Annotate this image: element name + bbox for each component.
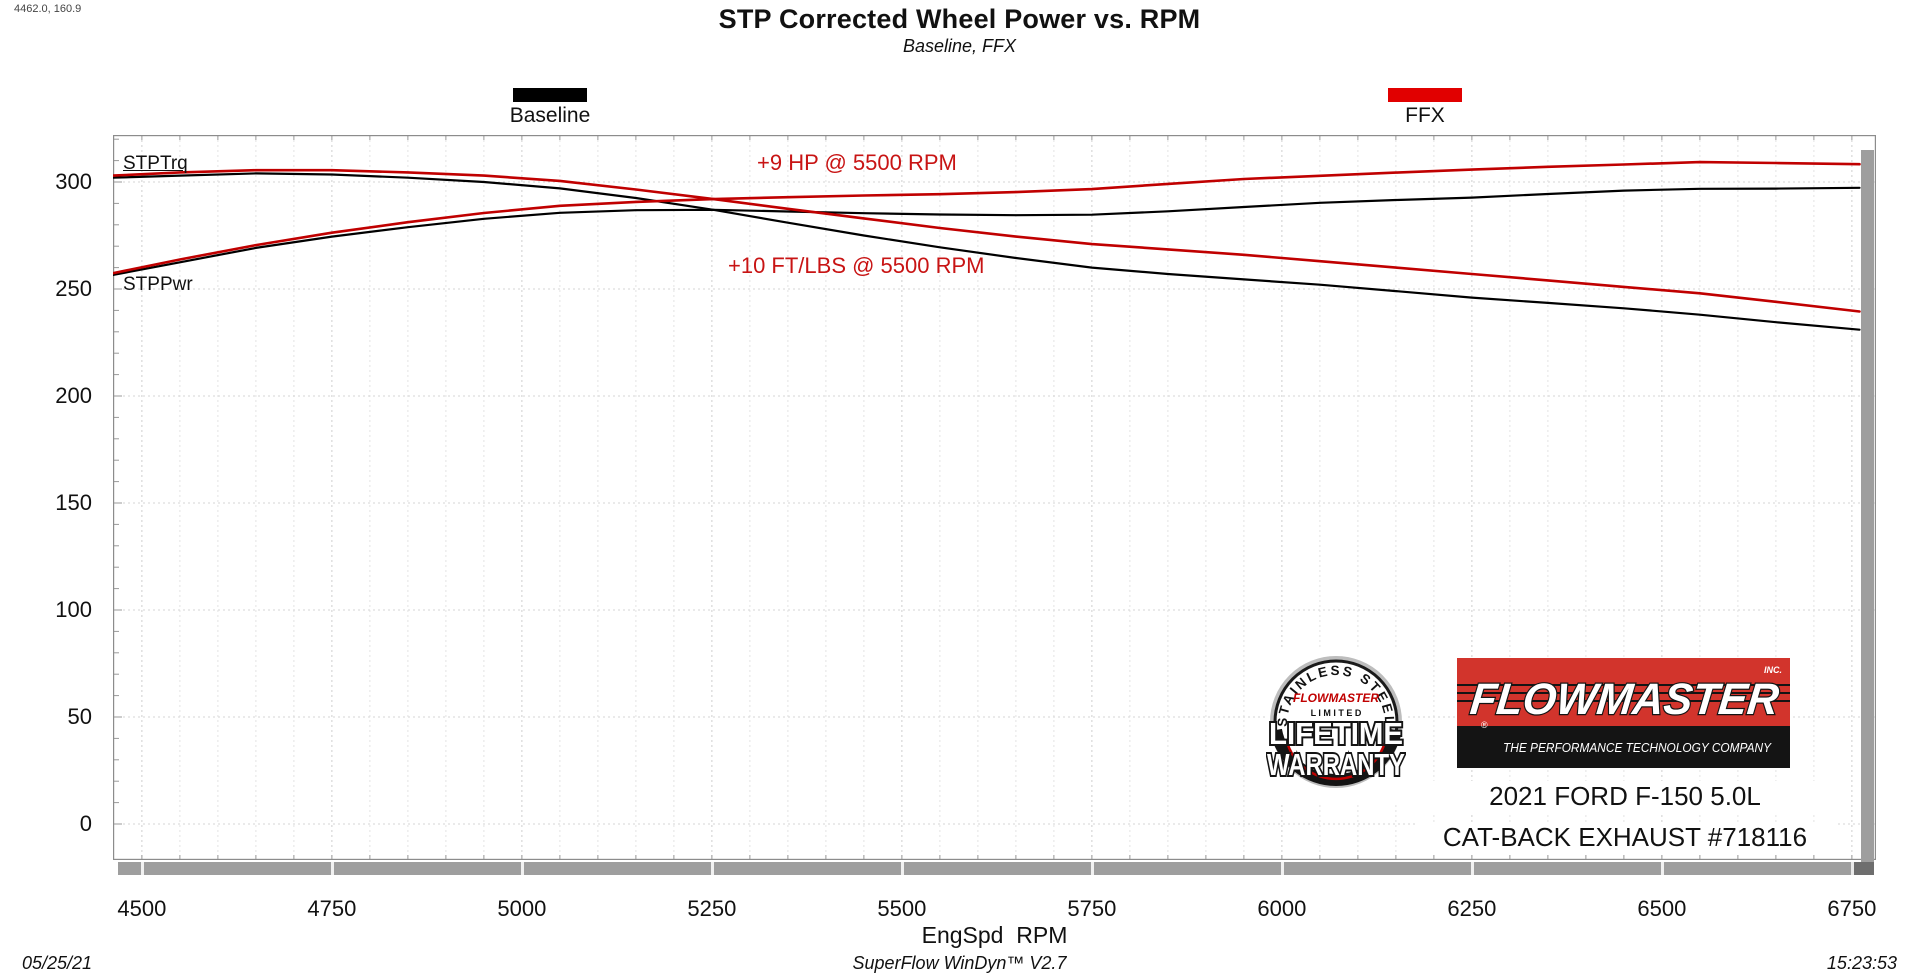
logo-wordmark: FLOWMASTER [1468,675,1781,724]
logo-registered-mark: ® [1481,720,1488,730]
x-tick-label: 5500 [877,896,927,921]
y-tick-label: 0 [79,811,92,836]
x-tick-label: 5250 [687,896,737,921]
legend-swatch-baseline [513,88,587,102]
y-tick-label: 150 [55,490,92,515]
scrollbar-tick-mark [1660,862,1664,875]
logo-tagline: THE PERFORMANCE TECHNOLOGY COMPANY [1503,740,1772,755]
annotation-hp-gain: +9 HP @ 5500 RPM [757,150,957,175]
horizontal-scrollbar[interactable] [118,862,1874,875]
x-tick-label: 5000 [497,896,547,921]
badge-warranty-text: WARRANTY [1267,747,1405,782]
x-tick-label: 6250 [1447,896,1497,921]
vehicle-description-line1: 2021 FORD F-150 5.0L [1415,781,1835,812]
vehicle-description-line2: CAT-BACK EXHAUST #718116 [1415,822,1835,853]
scrollbar-tick-mark [520,862,524,875]
logo-inc-text: INC. [1764,665,1782,675]
legend-label-baseline: Baseline [509,104,591,127]
x-tick-label: 6500 [1637,896,1687,921]
horizontal-scrollbar-thumb[interactable] [1851,862,1874,875]
footer-time: 15:23:53 [1826,953,1897,973]
x-tick-label: 6000 [1257,896,1307,921]
chart-subtitle: Baseline, FFX [902,36,1017,56]
scrollbar-tick-mark [330,862,334,875]
x-tick-label: 4500 [117,896,167,921]
scrollbar-tick-mark [140,862,144,875]
footer-software: SuperFlow WinDyn™ V2.7 [852,953,1067,973]
curve-stppwr-ffx [113,160,1861,275]
dyno-plot-area [113,135,1876,860]
badge-red-arc [1285,741,1387,781]
badge-flowmaster-text: FLOWMASTER [1293,691,1379,705]
x-axis-tick-labels: 4500 4750 5000 5250 5500 5750 6000 6250 6500 6750 [113,896,1876,922]
legend-swatch-ffx [1388,88,1462,102]
chart-title: STP Corrected Wheel Power vs. RPM [718,4,1201,34]
curve-stptrq-ffx [113,168,1861,313]
scrollbar-tick-mark [1470,862,1474,875]
lifetime-warranty-badge: STAINLESS STEEL FLOWMASTER L I M I T E D… [1266,650,1406,802]
annotation-torque-gain: +10 FT/LBS @ 5500 RPM [728,253,985,278]
badge-lifetime-text: LIFETIME [1269,716,1403,751]
curve-label-stptrq: STPTrq [123,153,188,174]
logo-black-band [1457,726,1790,768]
badge-limited-text: L I M I T E D [1311,708,1362,718]
y-tick-label: 50 [67,704,92,729]
scrollbar-tick-mark [1280,862,1284,875]
footer-date: 05/25/21 [22,953,93,973]
scrollbar-tick-mark [900,862,904,875]
cursor-readout: 4462.0, 160.9 [14,3,82,15]
y-tick-label: 100 [55,597,92,622]
scrollbar-tick-mark [1850,862,1854,875]
curve-stppwr-baseline [113,186,1861,276]
x-axis-title: EngSpd RPM [921,922,1068,948]
x-tick-label: 4750 [307,896,357,921]
y-tick-label: 200 [55,383,92,408]
scrollbar-tick-mark [710,862,714,875]
x-tick-label: 6750 [1827,896,1877,921]
y-tick-label: 250 [55,276,92,301]
flowmaster-logo: FLOWMASTER INC. ® THE PERFORMANCE TECHNO… [1457,658,1790,768]
curve-stptrq-baseline [113,172,1861,331]
x-tick-label: 5750 [1067,896,1117,921]
y-tick-label: 300 [55,169,92,194]
scrollbar-tick-mark [1090,862,1094,875]
legend-label-ffx: FFX [1405,104,1445,127]
curve-label-stppwr: STPPwr [123,274,193,295]
vertical-scrollbar[interactable] [1861,150,1874,862]
logo-pinstripes [1457,684,1790,702]
